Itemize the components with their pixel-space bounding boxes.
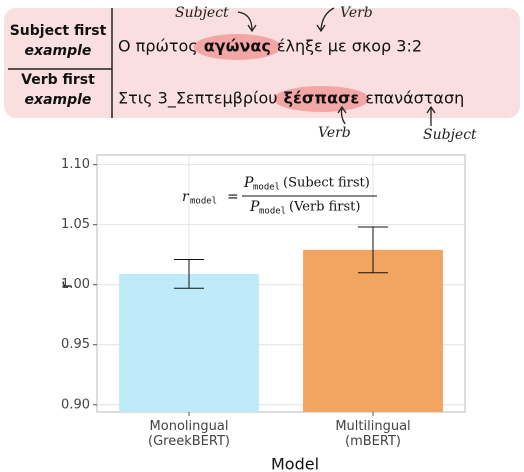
highlight-word: αγώνας (204, 37, 271, 56)
row-label: Verb first (21, 72, 95, 88)
y-axis-title: r (57, 281, 76, 288)
sentence-text: έληξε με σκορ 3:2 (277, 37, 422, 56)
y-tick-label: 1.00 (61, 277, 90, 292)
bar (119, 273, 259, 412)
formula-text: model (190, 197, 217, 207)
sentence-text: Στις 3_Σεπτεμβρίου (118, 89, 278, 109)
row-label: example (25, 43, 92, 59)
highlight (193, 34, 281, 60)
arrows (237, 7, 436, 126)
annotation: Subject (423, 127, 477, 143)
annotation: Verb (340, 5, 373, 21)
annotation: Subject (175, 5, 229, 21)
formula-text: model (253, 183, 280, 193)
y-tick-label: 0.95 (61, 337, 90, 352)
formula-text: r (182, 189, 190, 205)
bar (303, 249, 443, 412)
formula-text: model (259, 207, 286, 217)
formula-text: P (243, 175, 254, 191)
y-tick-label: 1.05 (61, 217, 90, 232)
highlight (273, 86, 370, 112)
highlight-word: ξέσπασε (284, 89, 360, 108)
annotation: Verb (318, 125, 351, 141)
formula-text: P (249, 199, 260, 215)
formula-text: = (227, 189, 239, 205)
x-tick-label: Multilingual (mBERT) (335, 419, 411, 449)
formula: r model = P model (Subect first) P model… (182, 175, 377, 217)
example-box (4, 8, 520, 118)
formula-text: (Subect first) (283, 176, 370, 191)
x-axis-title: Model (271, 455, 319, 472)
x-tick-label: Monolingual (GreekBERT) (148, 419, 230, 449)
row-label: example (25, 92, 92, 108)
formula-text: (Verb first) (289, 200, 360, 215)
row-label: Subject first (10, 23, 107, 39)
y-tick-label: 0.90 (61, 397, 90, 412)
sentence-text: Ο πρώτος (118, 37, 198, 56)
y-tick-label: 1.10 (61, 157, 90, 172)
sentence-text: επανάσταση (365, 89, 464, 108)
